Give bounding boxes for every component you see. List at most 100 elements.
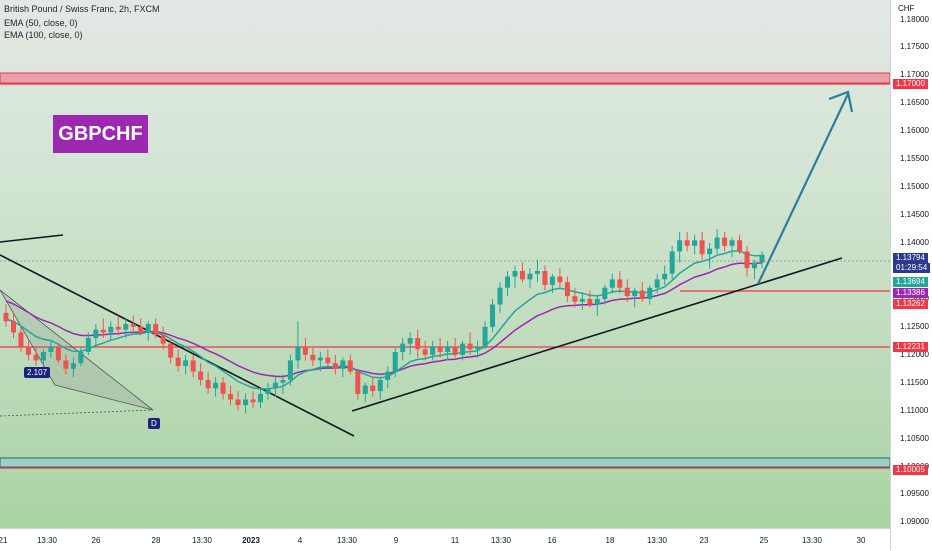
- candle-body: [714, 237, 720, 249]
- candle-body: [647, 287, 653, 299]
- candle-body: [213, 382, 219, 389]
- time-axis[interactable]: 21 13:30 26 28 13:30 2023 4 13:30 9 11 13:30 16 18 13…: [0, 528, 890, 551]
- candle-body: [250, 399, 256, 403]
- candle-body: [340, 360, 346, 369]
- time-label: 13:30: [646, 536, 668, 545]
- candle-body: [737, 240, 743, 252]
- candle-body: [377, 379, 383, 392]
- price-axis[interactable]: CHF 1.18000 1.17500 1.17000 1.16500 1.16000 1…: [890, 0, 932, 550]
- candle-body: [452, 346, 458, 355]
- candle-body: [669, 251, 675, 274]
- candle-body: [594, 298, 600, 305]
- candle-body: [70, 363, 76, 369]
- price-tick: 1.12000: [900, 349, 929, 359]
- candle-body: [280, 379, 286, 383]
- time-label: 21: [0, 536, 8, 545]
- candle-body: [445, 346, 451, 352]
- price-tick: 1.17000: [900, 70, 929, 80]
- pattern-dotted-line: [0, 409, 154, 417]
- candles-group: [3, 229, 765, 414]
- price-tick: 1.10500: [900, 433, 929, 443]
- candle-body: [392, 352, 398, 372]
- ema-50-line: [5, 250, 763, 390]
- candle-body: [160, 335, 166, 344]
- price-badge: 1.13794: [893, 253, 928, 263]
- candle-body: [190, 360, 196, 372]
- price-tick: 1.15500: [900, 154, 929, 164]
- candle-body: [235, 399, 241, 406]
- candle-body: [100, 329, 106, 333]
- candle-body: [512, 270, 518, 277]
- projection-arrow-head: [828, 90, 854, 113]
- price-badge: 1.12231: [893, 342, 928, 352]
- pattern-triangle: [0, 289, 154, 411]
- candle-body: [18, 332, 24, 347]
- price-tick: 1.11000: [900, 405, 929, 415]
- candle-body: [145, 324, 151, 333]
- price-chart[interactable]: [0, 0, 890, 528]
- candle-body: [168, 343, 174, 358]
- currency-label: CHF: [898, 4, 915, 13]
- candle-body: [385, 371, 391, 380]
- price-tick: 1.09500: [900, 489, 929, 499]
- candle-body: [422, 349, 428, 355]
- time-label: 13:30: [36, 536, 58, 545]
- time-label: 4: [297, 536, 303, 545]
- price-tick: 1.11500: [900, 377, 929, 387]
- candle-body: [400, 343, 406, 352]
- price-tick: 1.18000: [900, 14, 929, 24]
- plot-area[interactable]: [0, 0, 890, 528]
- candle-body: [257, 393, 263, 403]
- time-label: 13:30: [490, 536, 512, 545]
- time-label: 2023: [242, 536, 260, 545]
- candle-body: [243, 399, 249, 406]
- candle-body: [692, 240, 698, 246]
- candle-body: [25, 346, 31, 355]
- candle-body: [415, 338, 421, 350]
- candle-body: [729, 240, 735, 246]
- candle-body: [55, 346, 61, 361]
- point-label-d: D: [148, 418, 160, 429]
- candle-body: [497, 287, 503, 305]
- candle-body: [115, 326, 121, 330]
- candle-body: [78, 352, 84, 364]
- price-tick: 1.16000: [900, 126, 929, 136]
- time-label: 25: [759, 536, 769, 545]
- candle-body: [310, 354, 316, 361]
- time-label: 13:30: [191, 536, 213, 545]
- candle-body: [370, 385, 376, 392]
- candle-body: [699, 240, 705, 255]
- price-badge: 1.13694: [893, 277, 928, 287]
- trendline-ascending: [351, 257, 843, 412]
- candle-body: [564, 282, 570, 297]
- price-tick: 1.14000: [900, 238, 929, 248]
- price-badge: 1.17000: [893, 79, 928, 89]
- ema-50-path: [5, 250, 763, 390]
- indicator-ema-50[interactable]: EMA (50, close, 0): [4, 18, 78, 28]
- candle-body: [437, 346, 443, 352]
- indicator-ema-100[interactable]: EMA (100, close, 0): [4, 30, 83, 40]
- candle-body: [609, 279, 615, 288]
- candle-body: [677, 240, 683, 252]
- candle-body: [10, 321, 16, 333]
- candle-body: [407, 338, 413, 344]
- candle-body: [93, 329, 99, 339]
- price-tick: 1.15000: [900, 182, 929, 192]
- candle-body: [325, 357, 331, 364]
- candle-body: [355, 371, 361, 394]
- candle-body: [265, 388, 271, 394]
- candle-body: [460, 343, 466, 355]
- candle-body: [639, 290, 645, 299]
- price-tick: 1.12500: [900, 321, 929, 331]
- candle-body: [317, 357, 323, 361]
- candle-body: [752, 262, 758, 269]
- candle-body: [505, 276, 511, 288]
- candle-body: [572, 296, 578, 302]
- candle-body: [684, 240, 690, 246]
- candle-body: [48, 346, 54, 352]
- candle-body: [85, 338, 91, 352]
- candle-body: [617, 279, 623, 288]
- candle-body: [662, 273, 668, 280]
- time-label: 11: [450, 536, 460, 545]
- candle-body: [332, 363, 338, 369]
